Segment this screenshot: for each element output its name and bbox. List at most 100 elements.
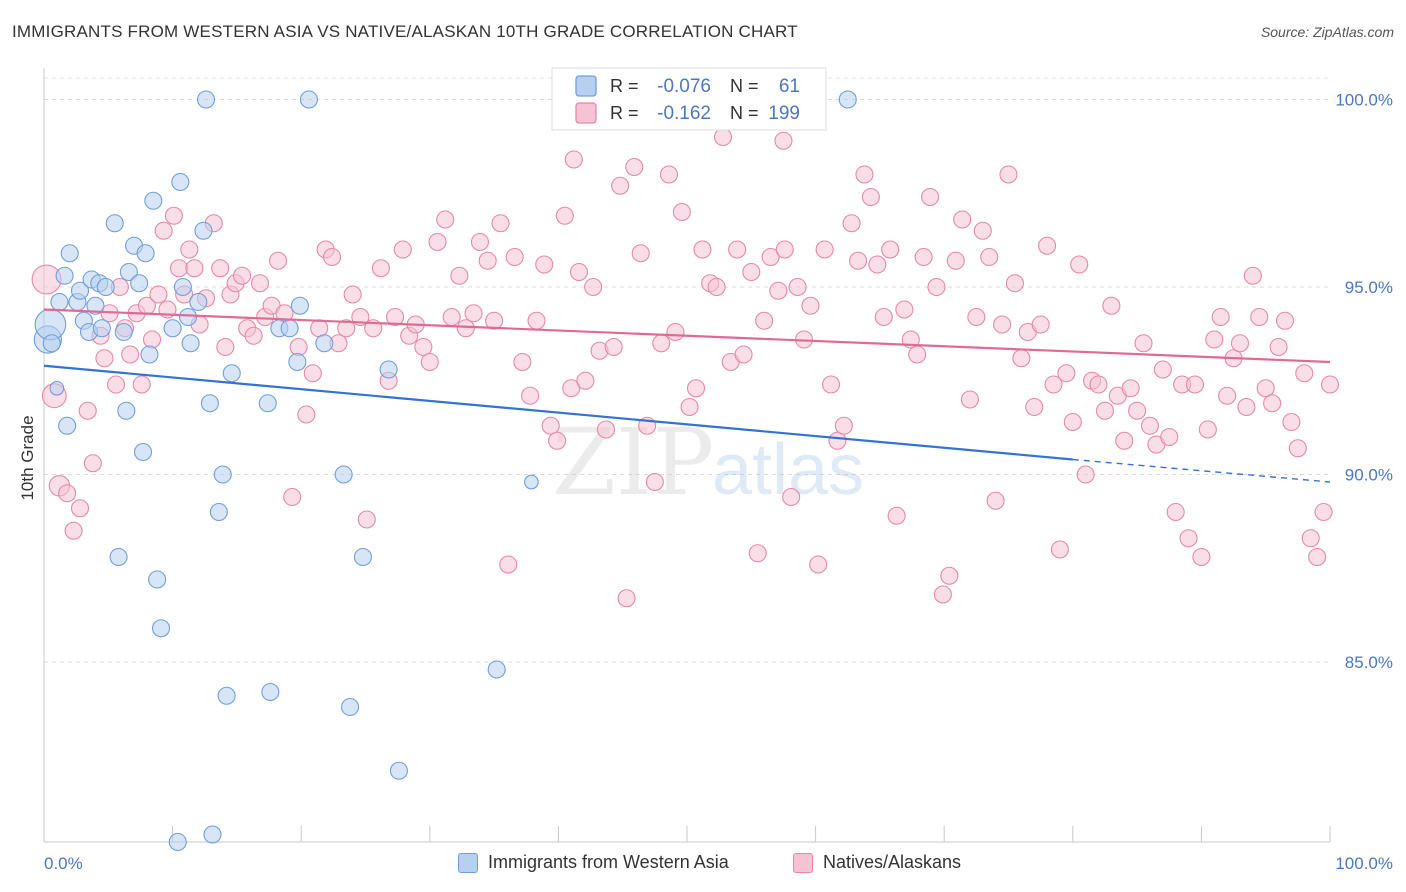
chart-title: IMMIGRANTS FROM WESTERN ASIA VS NATIVE/A… bbox=[12, 22, 798, 41]
data-point-pink bbox=[386, 307, 405, 327]
data-point-pink bbox=[1128, 401, 1147, 420]
data-point-blue bbox=[105, 214, 124, 233]
data-point-pink bbox=[672, 202, 691, 222]
data-point-blue bbox=[50, 292, 69, 312]
legend-swatch-blue bbox=[458, 852, 478, 873]
data-point-pink bbox=[1192, 547, 1211, 567]
data-point-pink bbox=[485, 311, 504, 330]
data-point-blue bbox=[203, 825, 222, 844]
stats-n-label: N = bbox=[730, 76, 759, 96]
data-point-pink bbox=[881, 240, 900, 259]
data-point-pink bbox=[323, 247, 342, 267]
data-point-pink bbox=[521, 386, 540, 405]
data-point-pink bbox=[1095, 401, 1114, 420]
data-point-pink bbox=[821, 375, 841, 394]
data-point-blue bbox=[144, 191, 163, 210]
data-point-blue bbox=[217, 686, 236, 705]
data-point-pink bbox=[303, 364, 322, 383]
data-point-pink bbox=[921, 187, 940, 207]
stats-r-value: -0.076 bbox=[657, 76, 711, 97]
data-point-pink bbox=[782, 487, 801, 507]
data-point-pink bbox=[973, 221, 992, 240]
x-tick-label-min: 0.0% bbox=[44, 854, 83, 873]
legend-item-natives[interactable]: Natives/Alaskans bbox=[793, 852, 961, 873]
data-point-pink bbox=[1166, 502, 1185, 522]
data-point-pink bbox=[1115, 431, 1134, 450]
data-point-blue bbox=[151, 619, 171, 638]
data-point-pink bbox=[535, 255, 554, 274]
data-point-pink bbox=[734, 345, 753, 364]
data-point-blue bbox=[173, 277, 192, 297]
data-point-pink bbox=[914, 247, 933, 267]
data-point-blue bbox=[213, 465, 232, 484]
stats-legend: R = -0.076 N = 61 R = -0.162 N = 199 bbox=[551, 67, 827, 131]
data-point-pink bbox=[666, 322, 685, 342]
data-point-blue bbox=[92, 319, 111, 338]
legend-item-western-asia[interactable]: Immigrants from Western Asia bbox=[458, 852, 729, 873]
data-point-pink bbox=[232, 266, 252, 285]
data-point-blue bbox=[86, 296, 105, 315]
data-point-blue bbox=[181, 334, 200, 353]
data-point-blue bbox=[168, 832, 187, 852]
data-point-pink bbox=[1288, 439, 1307, 458]
data-point-pink bbox=[815, 240, 834, 259]
trend-line-pink bbox=[43, 308, 1331, 364]
data-point-blue bbox=[136, 244, 155, 263]
data-point-pink bbox=[1121, 379, 1140, 398]
stats-swatch-pink bbox=[575, 102, 597, 124]
data-point-pink bbox=[728, 240, 747, 259]
data-point-pink bbox=[357, 510, 376, 529]
data-point-pink bbox=[828, 431, 847, 450]
data-point-pink bbox=[659, 165, 679, 184]
data-point-pink bbox=[149, 285, 168, 304]
watermark-zip: ZIP bbox=[552, 409, 714, 516]
data-point-pink bbox=[946, 251, 965, 270]
data-point-pink bbox=[1295, 364, 1314, 383]
data-point-pink bbox=[1140, 416, 1160, 435]
data-point-blue bbox=[209, 502, 228, 522]
data-point-blue bbox=[189, 292, 208, 312]
data-point-pink bbox=[414, 337, 433, 357]
data-point-pink bbox=[106, 375, 126, 394]
data-point-pink bbox=[456, 319, 475, 338]
data-point-pink bbox=[769, 281, 788, 300]
data-point-pink bbox=[1211, 307, 1230, 327]
data-point-blue bbox=[49, 380, 65, 396]
data-point-blue bbox=[42, 334, 61, 353]
data-point-pink bbox=[1269, 337, 1288, 357]
data-point-pink bbox=[576, 371, 595, 390]
data-point-pink bbox=[216, 337, 235, 357]
data-point-pink bbox=[555, 206, 574, 225]
data-point-pink bbox=[933, 585, 952, 604]
data-point-pink bbox=[809, 555, 828, 574]
data-point-blue bbox=[290, 296, 309, 315]
data-point-pink bbox=[464, 304, 483, 323]
data-point-pink bbox=[283, 487, 302, 507]
data-point-pink bbox=[631, 244, 650, 263]
y-axis-label: 10th Grade bbox=[18, 415, 37, 500]
data-point-pink bbox=[169, 259, 189, 278]
data-point-pink bbox=[774, 131, 793, 150]
data-point-pink bbox=[58, 484, 77, 503]
y-tick-label: 100.0% bbox=[1335, 91, 1393, 110]
data-point-pink bbox=[1044, 375, 1063, 394]
legend-label-western-asia: Immigrants from Western Asia bbox=[488, 852, 729, 872]
data-point-pink bbox=[775, 240, 794, 259]
data-point-pink bbox=[1102, 296, 1121, 315]
data-point-pink bbox=[999, 165, 1018, 184]
data-point-pink bbox=[707, 277, 726, 297]
data-point-blue bbox=[196, 90, 216, 109]
data-point-blue bbox=[133, 442, 153, 462]
data-point-pink bbox=[927, 277, 946, 297]
data-point-pink bbox=[154, 221, 173, 240]
data-point-pink bbox=[185, 259, 204, 278]
stats-n-value: 61 bbox=[779, 76, 800, 97]
data-point-pink bbox=[564, 150, 583, 169]
data-point-blue bbox=[194, 221, 213, 240]
trend-line-blue-extension bbox=[1072, 458, 1331, 483]
data-point-pink bbox=[1275, 311, 1295, 330]
data-point-pink bbox=[164, 206, 183, 225]
data-point-pink bbox=[1012, 349, 1031, 368]
data-point-pink bbox=[420, 352, 439, 372]
